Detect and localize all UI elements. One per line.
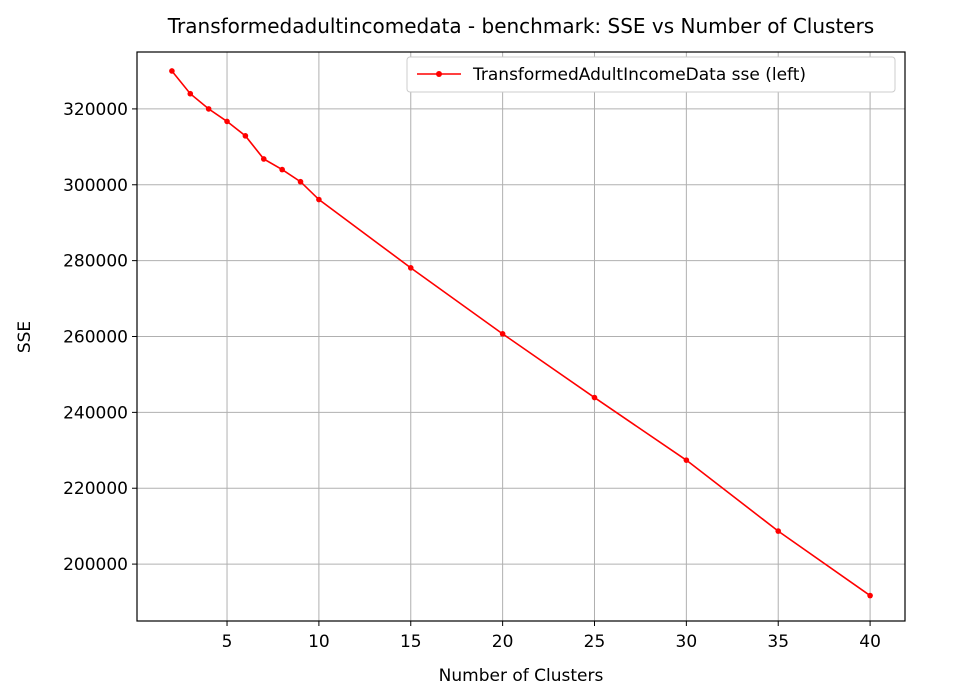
y-tick-label: 320000 — [63, 100, 128, 120]
series-layer — [169, 68, 873, 599]
y-tick-label: 260000 — [63, 328, 128, 348]
x-tick-label: 20 — [492, 632, 514, 652]
y-axis-label: SSE — [15, 321, 35, 353]
x-axis-label: Number of Clusters — [439, 666, 604, 686]
x-tick-label: 5 — [222, 632, 233, 652]
data-point — [499, 331, 506, 337]
data-point — [224, 118, 230, 125]
x-tick-label: 15 — [400, 632, 422, 652]
y-axis-ticks: 200000 220000 240000 260000 280000 300000 3200… — [63, 100, 137, 575]
legend-marker-swatch — [436, 71, 442, 77]
y-tick-label: 280000 — [63, 252, 128, 272]
legend-label: TransformedAdultIncomeData sse (left) — [472, 65, 806, 85]
data-point — [867, 592, 873, 599]
chart-title: Transformedadultincomedata - benchmark: … — [167, 14, 874, 38]
y-tick-label: 200000 — [63, 555, 128, 575]
grid-lines — [137, 52, 905, 621]
x-tick-label: 40 — [859, 632, 881, 652]
x-axis-ticks: 5 10 15 20 25 30 35 40 — [222, 621, 881, 652]
data-point — [407, 265, 414, 271]
x-tick-label: 35 — [767, 632, 789, 652]
y-tick-label: 240000 — [63, 403, 128, 423]
x-tick-label: 25 — [584, 632, 606, 652]
x-tick-label: 30 — [676, 632, 698, 652]
x-tick-label: 10 — [308, 632, 330, 652]
data-point — [591, 394, 598, 401]
legend-box — [406, 56, 896, 93]
y-tick-label: 220000 — [63, 479, 128, 499]
data-point — [205, 106, 212, 112]
data-point — [169, 68, 175, 74]
data-point — [683, 457, 690, 463]
data-point — [279, 166, 285, 173]
y-tick-label: 300000 — [63, 176, 128, 196]
data-point — [775, 528, 782, 534]
data-point — [187, 90, 194, 97]
data-point — [297, 178, 304, 185]
data-point — [260, 156, 267, 162]
legend: TransformedAdultIncomeData sse (left) — [406, 56, 896, 93]
data-point — [316, 196, 322, 203]
data-point — [242, 133, 249, 139]
